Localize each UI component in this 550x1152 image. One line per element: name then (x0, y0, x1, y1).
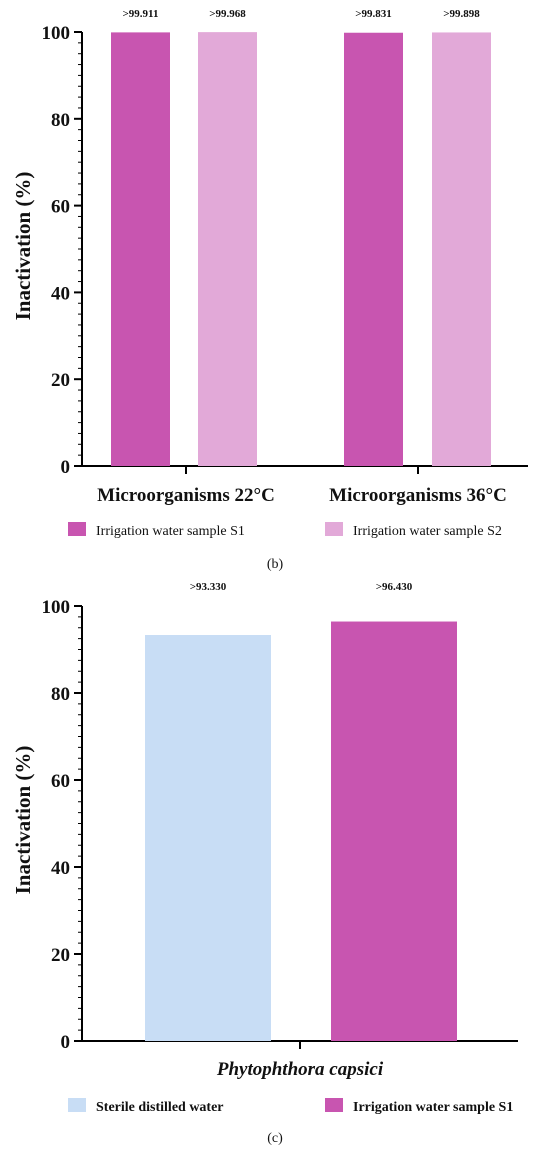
bars-c (145, 621, 457, 1041)
legend-swatch-b-s2 (325, 522, 343, 536)
legend-label-c-s1: Sterile distilled water (96, 1100, 224, 1115)
y-tick-label-c-2: 40 (51, 858, 70, 879)
y-tick-label-c-0: 0 (61, 1032, 71, 1053)
data-label-b-0-1: >99.968 (209, 8, 246, 20)
bar-b-1-0 (344, 32, 403, 466)
legend-label-b-s2: Irrigation water sample S2 (353, 524, 502, 539)
data-label-c-0-1: >96.430 (376, 581, 413, 593)
legend-swatch-b-s1 (68, 522, 86, 536)
bar-b-1-1 (432, 32, 491, 466)
data-labels-c: >93.330 >96.430 (190, 581, 413, 593)
panel-label-c: (c) (267, 1131, 283, 1146)
y-tick-label-b-2: 40 (51, 283, 70, 304)
y-tick-label-b-4: 80 (51, 110, 70, 131)
legend-swatch-c-s1 (68, 1098, 86, 1112)
legend-swatch-c-s2 (325, 1098, 343, 1112)
y-axis-label-b: Inactivation (%) (11, 172, 35, 321)
bar-c-0-0 (145, 635, 271, 1041)
data-label-b-1-0: >99.831 (355, 8, 392, 20)
chart-panel-c: Inactivation (%) 0 20 40 60 80 100 >93.330 >96… (11, 581, 518, 1146)
data-label-c-0-0: >93.330 (190, 581, 227, 593)
y-tick-label-c-1: 20 (51, 945, 70, 966)
panel-label-b: (b) (267, 557, 284, 572)
data-labels-b: >99.911 >99.968 >99.831 >99.898 (123, 8, 481, 20)
y-axis-label-c: Inactivation (%) (11, 746, 35, 895)
x-category-label-c-1: Phytophthora capsici (216, 1059, 384, 1080)
data-label-b-1-1: >99.898 (443, 8, 480, 20)
bar-b-0-0 (111, 32, 170, 466)
y-tick-label-c-3: 60 (51, 771, 70, 792)
x-category-label-b-2: Microorganisms 36°C (329, 485, 507, 506)
data-label-b-0-0: >99.911 (123, 8, 159, 20)
y-tick-label-b-3: 60 (51, 197, 70, 218)
y-tick-label-b-1: 20 (51, 370, 70, 391)
bar-b-0-1 (198, 32, 257, 466)
y-tick-label-b-5: 100 (42, 23, 71, 44)
bar-c-0-1 (331, 621, 457, 1041)
y-tick-label-c-5: 100 (42, 597, 71, 618)
legend-b: Irrigation water sample S1 Irrigation wa… (68, 522, 502, 539)
y-tick-label-b-0: 0 (61, 457, 71, 478)
y-tick-label-c-4: 80 (51, 684, 70, 705)
bars-b (111, 32, 491, 466)
legend-c: Sterile distilled water Irrigation water… (68, 1098, 513, 1115)
x-category-label-b-1: Microorganisms 22°C (97, 485, 275, 506)
legend-label-c-s2: Irrigation water sample S1 (353, 1100, 513, 1115)
legend-label-b-s1: Irrigation water sample S1 (96, 524, 245, 539)
